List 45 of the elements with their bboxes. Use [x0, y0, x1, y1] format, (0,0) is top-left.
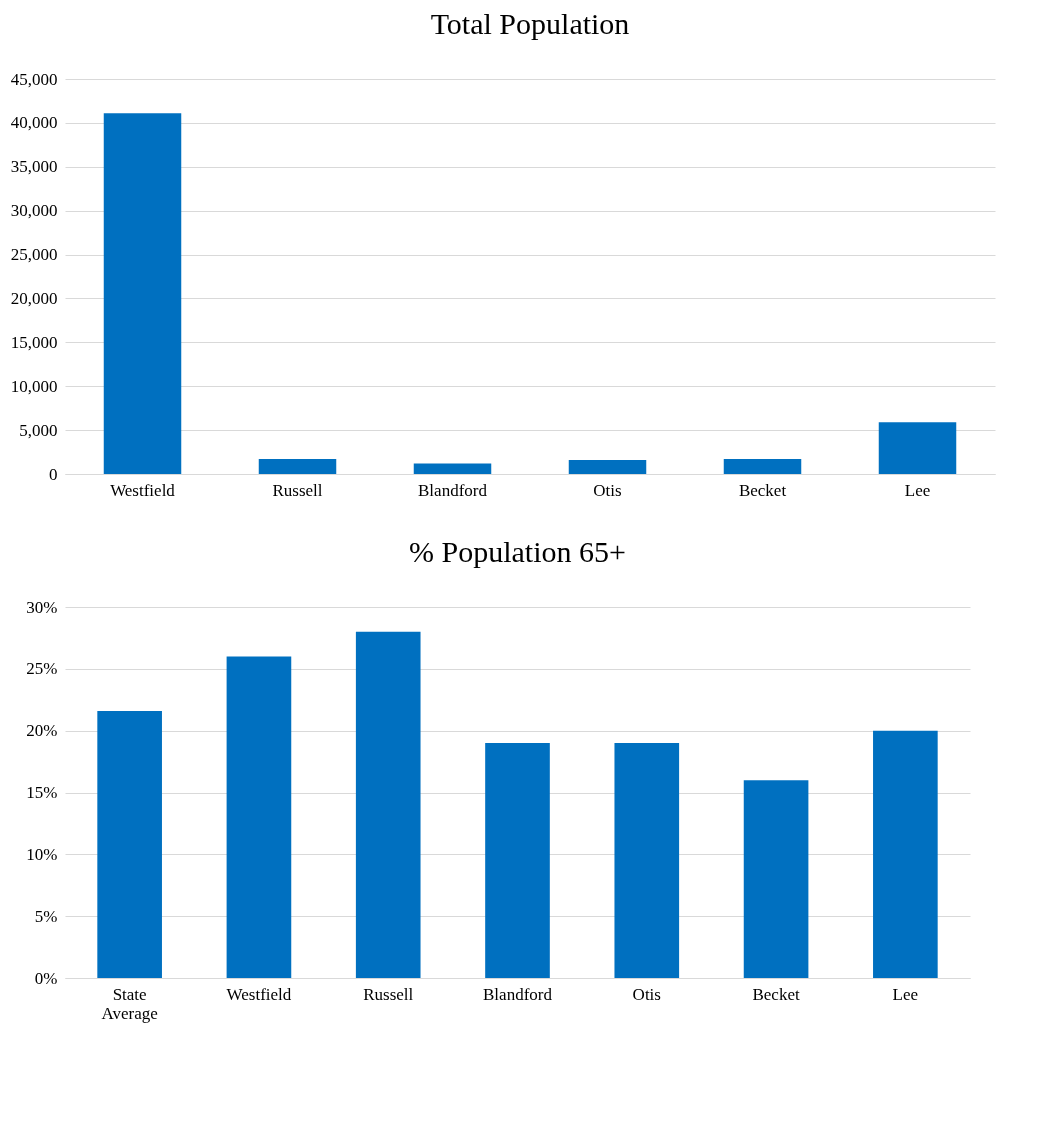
y-tick-label: 25% [26, 659, 58, 679]
x-tick-label: Otis [593, 480, 622, 500]
y-tick-label: 0 [49, 464, 58, 484]
y-tick-label: 5% [34, 906, 58, 926]
x-tick-label: State Average [101, 984, 158, 1023]
y-tick-label: 10,000 [10, 376, 58, 396]
y-tick-label: 45,000 [10, 69, 58, 89]
bar [355, 631, 421, 978]
x-tick-label: Becket [752, 984, 800, 1004]
bar [103, 113, 182, 474]
x-tick-label: Russell [363, 984, 414, 1004]
y-tick-label: 20,000 [10, 288, 58, 308]
x-tick-label: Lee [892, 984, 919, 1004]
y-tick-label: 20% [26, 721, 58, 741]
x-tick-label: Blandford [418, 480, 488, 500]
bar [413, 463, 492, 474]
y-tick-label: 40,000 [10, 113, 58, 133]
x-tick-label: Westfield [226, 984, 292, 1004]
y-tick-label: 30% [26, 597, 58, 617]
bar [873, 730, 938, 978]
y-tick-label: 5,000 [19, 420, 58, 440]
x-tick-label: Becket [738, 480, 787, 500]
y-tick-label: 35,000 [10, 157, 58, 177]
bar [723, 459, 802, 474]
bar [97, 710, 162, 978]
x-tick-label: Blandford [483, 984, 553, 1004]
y-tick-label: 0% [34, 968, 58, 988]
bar [258, 459, 337, 474]
x-tick-label: Russell [272, 480, 323, 500]
bar [568, 459, 647, 474]
bar [485, 743, 550, 978]
x-tick-label: Lee [904, 480, 931, 500]
bar [226, 656, 292, 978]
bar [614, 743, 680, 978]
chart-title: Total Population [430, 7, 630, 40]
y-tick-label: 25,000 [10, 245, 58, 265]
y-tick-label: 30,000 [10, 201, 58, 221]
x-tick-label: Otis [632, 984, 661, 1004]
y-tick-label: 10% [26, 844, 58, 864]
bar [743, 780, 809, 978]
x-tick-label: Westfield [110, 480, 176, 500]
bar [878, 422, 957, 474]
chart-title: % Population 65+ [409, 535, 626, 568]
y-tick-label: 15,000 [10, 332, 58, 352]
y-tick-label: 15% [26, 783, 58, 802]
